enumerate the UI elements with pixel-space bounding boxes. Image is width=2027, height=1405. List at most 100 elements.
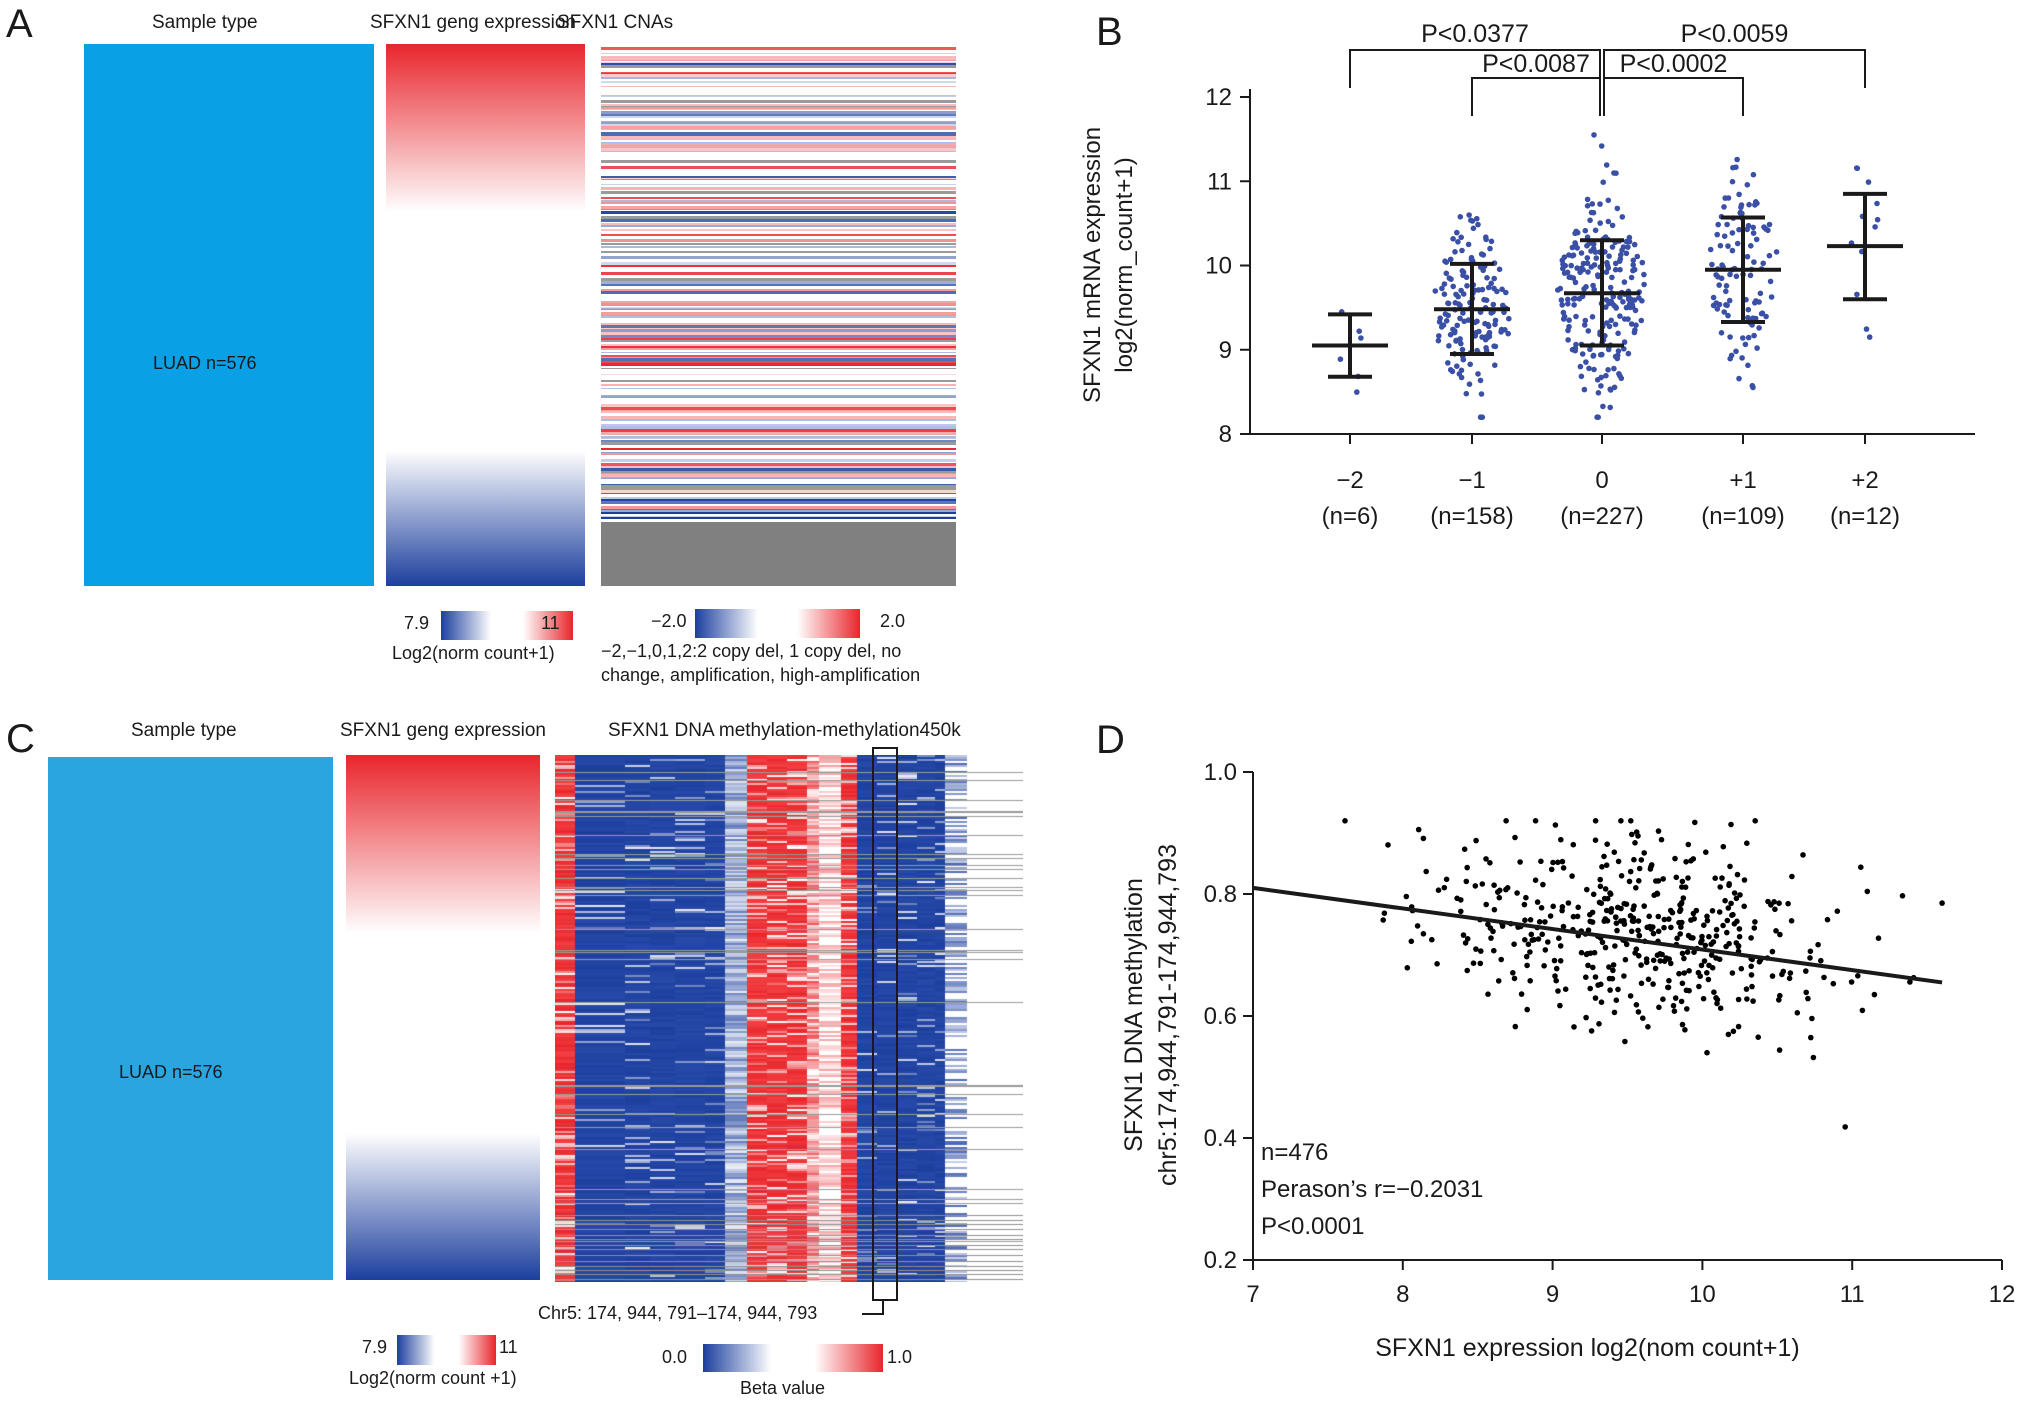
panel-d-point [1477, 960, 1484, 967]
cna-stripe [601, 95, 956, 96]
panel-d-point [1702, 942, 1709, 949]
panel-b-point [1496, 266, 1503, 273]
panel-b-point [1589, 201, 1596, 207]
panel-b-point [1432, 288, 1439, 294]
cna-stripe [601, 315, 956, 316]
panel-b-point [1584, 196, 1591, 203]
panel-d-point [1661, 916, 1668, 923]
cna-stripe [601, 99, 956, 100]
panel-a-sample-type-track [84, 44, 374, 586]
panel-b-point [1603, 372, 1609, 379]
panel-d-point [1648, 864, 1654, 870]
panel-d-point [1599, 864, 1605, 870]
panel-b-point [1450, 283, 1456, 290]
panel-b-point [1611, 365, 1617, 372]
panel-d-point [1555, 859, 1561, 866]
panel-d-point [1713, 933, 1720, 939]
panel-b-x-tick-label: −2 [1336, 467, 1363, 494]
panel-d-point [1678, 924, 1684, 930]
panel-b-point [1354, 389, 1360, 395]
panel-d-point [1748, 963, 1754, 970]
panel-b-x-tick-label: 0 [1595, 467, 1608, 494]
cna-stripe [601, 131, 956, 132]
panel-b-point [1590, 282, 1596, 289]
panel-d-point [1939, 900, 1945, 906]
cna-stripe [601, 289, 956, 291]
panel-d-point [1403, 893, 1410, 900]
panel-b-p-value-label: P<0.0377 [1421, 20, 1529, 48]
panel-d-point [1724, 917, 1731, 924]
panel-d-point [1571, 1024, 1577, 1030]
cna-stripe [601, 179, 956, 180]
panel-d-point [1559, 904, 1566, 910]
cna-stripe [601, 393, 956, 394]
panel-d-point [1473, 946, 1479, 952]
panel-a-expr-legend-caption: Log2(norm count+1) [392, 643, 555, 663]
panel-b-point [1470, 225, 1477, 232]
panel-b-point [1592, 227, 1599, 234]
panel-b-point [1475, 221, 1481, 228]
panel-d-point [1674, 935, 1680, 942]
panel-b-significance-bracket [1471, 77, 1601, 116]
panel-d-point [1565, 900, 1572, 906]
panel-b-point [1745, 306, 1752, 313]
panel-d-point [1522, 937, 1528, 943]
panel-b-point [1744, 253, 1751, 260]
cna-stripe [601, 53, 956, 54]
panel-d-point [1692, 819, 1698, 826]
panel-d-point [1527, 917, 1534, 923]
panel-c-title-sample: Sample type [131, 720, 237, 741]
panel-b-significance-bracket [1349, 49, 1601, 88]
panel-d-point [1618, 918, 1624, 924]
panel-d-point [1585, 962, 1591, 969]
panel-d-point [1545, 939, 1551, 945]
panel-b-point [1600, 179, 1606, 185]
panel-d-point [1720, 843, 1727, 850]
panel-d-point [1789, 873, 1795, 880]
panel-d-point [1487, 860, 1493, 866]
panel-b-point [1874, 216, 1881, 223]
cna-stripe [601, 395, 956, 396]
cna-stripe [601, 517, 956, 519]
cna-stripe [601, 81, 956, 83]
cna-stripe [601, 199, 956, 200]
cna-stripe [601, 187, 956, 190]
panel-b-point [1488, 280, 1494, 287]
cna-stripe [601, 79, 956, 81]
cna-stripe [601, 484, 956, 485]
panel-b-point [1570, 252, 1577, 258]
cna-stripe [601, 358, 956, 361]
panel-b-point [1729, 178, 1736, 185]
cna-stripe [601, 468, 956, 471]
cna-stripe [601, 288, 956, 289]
panel-b-point [1630, 267, 1636, 274]
cna-stripe [601, 171, 956, 174]
panel-b-point [1725, 312, 1731, 319]
cna-stripe [601, 448, 956, 450]
panel-d-point [1699, 937, 1705, 944]
panel-b-point [1598, 143, 1605, 149]
cna-stripe [601, 413, 956, 416]
cna-stripe [601, 93, 956, 95]
panel-b-point [1746, 201, 1752, 208]
cna-stripe [601, 424, 956, 426]
panel-b-point [1619, 247, 1625, 253]
panel-b-point [1570, 296, 1577, 302]
panel-a-sample-label: LUAD n=576 [153, 353, 257, 373]
panel-d-point [1550, 859, 1556, 866]
panel-d-point [1603, 862, 1610, 868]
cna-stripe [601, 355, 956, 357]
panel-b-point [1591, 366, 1597, 373]
cna-stripe [601, 361, 956, 363]
cna-stripe [601, 116, 956, 118]
cna-stripe [601, 471, 956, 473]
cna-stripe [601, 148, 956, 151]
cna-stripe [601, 68, 956, 69]
panel-d-point [1737, 892, 1743, 898]
panel-b-point [1441, 281, 1448, 287]
panel-b-point [1455, 239, 1461, 245]
panel-d-point [1681, 970, 1687, 976]
panel-b-point [1614, 205, 1621, 212]
cna-stripe [601, 58, 956, 60]
panel-d-point [1614, 927, 1620, 934]
